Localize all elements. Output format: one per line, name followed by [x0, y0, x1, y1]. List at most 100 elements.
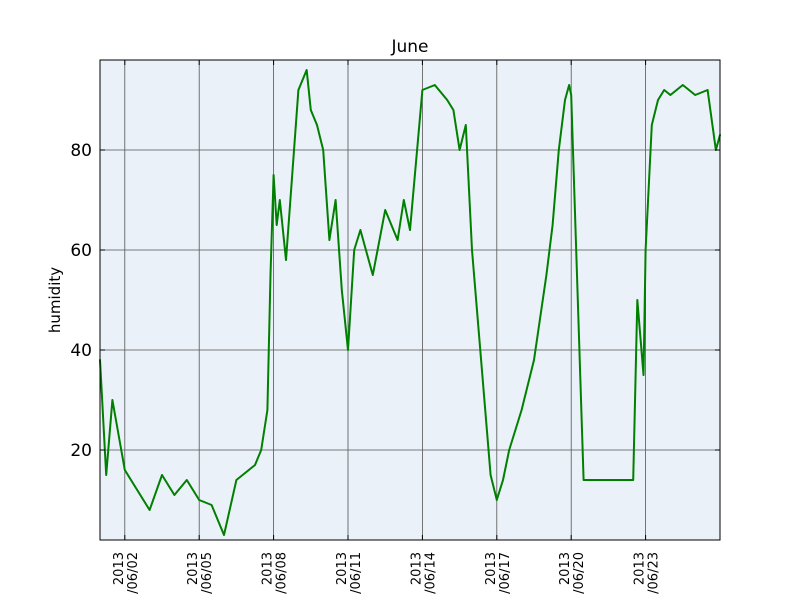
data-point: [551, 224, 554, 226]
data-point: [458, 149, 461, 151]
data-point: [210, 504, 213, 506]
data-point: [663, 89, 665, 91]
data-point: [502, 479, 504, 481]
data-point: [489, 474, 492, 476]
x-tick-label-line: /06/11: [349, 552, 364, 594]
data-point: [651, 124, 653, 126]
data-point: [384, 209, 387, 211]
data-point: [642, 374, 645, 376]
data-point: [632, 479, 634, 481]
data-point: [434, 84, 436, 86]
data-point: [496, 499, 498, 501]
data-point: [396, 239, 399, 241]
y-tick-label: 60: [70, 241, 92, 261]
data-point: [269, 274, 272, 276]
data-point: [582, 479, 585, 481]
x-tick-label: 2013/06/14: [409, 552, 438, 594]
data-point: [279, 199, 281, 201]
data-point: [694, 94, 696, 96]
data-point: [254, 464, 256, 466]
x-tick-label-line: /06/14: [423, 552, 438, 594]
x-tick-label-line: 2013: [484, 552, 499, 585]
data-point: [334, 199, 337, 201]
data-point: [465, 124, 467, 126]
y-axis-label: humidity: [46, 267, 64, 333]
x-tick-label: 2013/06/20: [558, 552, 587, 594]
humidity-series-line: [99, 69, 721, 536]
data-point: [266, 409, 269, 411]
data-point: [328, 239, 331, 241]
x-tick-label-line: 2013: [335, 552, 350, 585]
data-point: [564, 99, 566, 101]
data-point: [669, 94, 672, 96]
data-point: [198, 499, 200, 501]
y-axis-ticks: 20 40 60 80: [70, 141, 720, 461]
data-point: [520, 409, 523, 411]
x-tick-label-line: /06/23: [647, 552, 662, 594]
data-point: [161, 474, 163, 476]
y-tick-label: 40: [70, 341, 92, 361]
data-point: [341, 289, 343, 291]
data-point: [570, 94, 572, 96]
data-point: [297, 89, 300, 91]
data-point: [260, 449, 263, 451]
data-point: [353, 249, 356, 251]
y-tick-label: 80: [70, 141, 92, 161]
data-point: [595, 479, 597, 481]
data-point: [235, 479, 238, 481]
data-point: [347, 349, 349, 351]
data-point: [310, 109, 312, 111]
data-point: [248, 469, 250, 471]
data-point: [124, 469, 126, 471]
data-point: [568, 84, 570, 86]
data-point: [186, 479, 188, 481]
data-point: [706, 89, 709, 91]
data-point: [372, 274, 374, 276]
data-point: [173, 494, 176, 496]
data-point: [446, 99, 449, 101]
data-point: [636, 299, 639, 301]
data-point: [136, 489, 138, 491]
grid-lines: [100, 60, 720, 540]
data-point: [359, 229, 362, 231]
data-point: [111, 399, 114, 401]
data-point: [477, 324, 480, 326]
x-tick-label: 2013/06/02: [112, 552, 141, 594]
x-tick-label-line: 2013: [558, 552, 573, 585]
x-tick-label: 2013/06/11: [335, 552, 364, 594]
data-point: [483, 399, 486, 401]
x-tick-label-line: /06/17: [498, 552, 513, 594]
x-tick-label-line: /06/08: [275, 552, 290, 594]
x-axis-ticks: 2013/06/02 2013/06/05 2013/06/08 2013/06/11…: [112, 60, 662, 594]
data-point: [223, 534, 225, 536]
data-point: [305, 69, 308, 71]
plot-frame: [99, 59, 721, 541]
data-point: [322, 149, 325, 151]
data-point: [471, 249, 473, 251]
x-tick-label: 2013/06/05: [186, 552, 215, 594]
data-point: [682, 84, 684, 86]
x-tick-label-line: /06/02: [126, 552, 141, 594]
x-tick-label-line: 2013: [112, 552, 127, 585]
data-point: [558, 149, 560, 151]
data-point: [105, 474, 107, 476]
data-point: [620, 479, 622, 481]
x-tick-label-line: /06/05: [200, 552, 215, 594]
data-point: [403, 199, 405, 201]
data-point: [316, 124, 318, 126]
data-point: [272, 174, 275, 176]
x-tick-label-line: 2013: [261, 552, 276, 585]
data-point: [508, 449, 511, 451]
x-tick-label-line: 2013: [409, 552, 424, 585]
data-point: [533, 359, 535, 361]
data-point: [607, 479, 610, 481]
x-tick-label-line: /06/20: [572, 552, 587, 594]
data-point: [285, 259, 287, 261]
plot-area: [100, 60, 720, 540]
data-point: [452, 109, 455, 111]
x-tick-label: 2013/06/08: [261, 552, 290, 594]
y-tick-label: 20: [70, 441, 92, 461]
x-tick-label: 2013/06/17: [484, 552, 513, 594]
